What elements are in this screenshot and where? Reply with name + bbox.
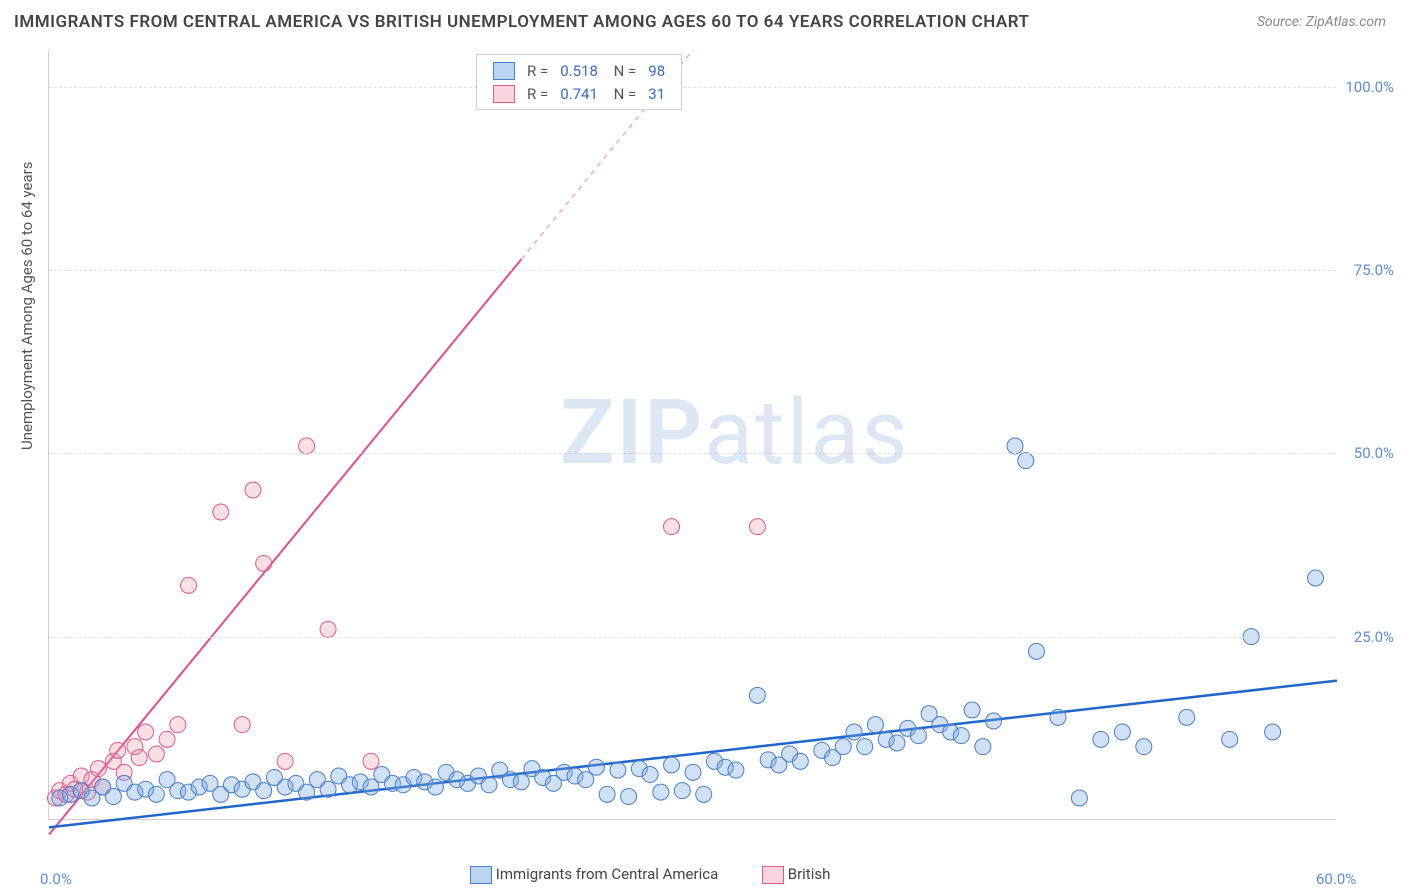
plot-area bbox=[48, 50, 1336, 820]
data-point bbox=[846, 724, 862, 740]
r-value-blue: 0.518 bbox=[554, 59, 604, 82]
source-label: Source: ZipAtlas.com bbox=[1257, 14, 1386, 30]
y-tick-label: 100.0% bbox=[1345, 78, 1394, 96]
r-value-pink: 0.741 bbox=[554, 82, 604, 105]
data-point bbox=[653, 784, 669, 800]
data-point bbox=[964, 702, 980, 718]
y-tick-label: 50.0% bbox=[1354, 444, 1394, 462]
r-label: R = bbox=[521, 59, 554, 82]
data-point bbox=[170, 717, 186, 733]
data-point bbox=[1007, 438, 1023, 454]
legend-row-pink: R = 0.741 N = 31 bbox=[487, 82, 671, 105]
gridline bbox=[49, 270, 1336, 271]
data-point bbox=[256, 783, 272, 799]
data-point bbox=[664, 757, 680, 773]
data-point bbox=[986, 713, 1002, 729]
data-point bbox=[749, 687, 765, 703]
data-point bbox=[975, 739, 991, 755]
data-point bbox=[621, 789, 637, 805]
data-point bbox=[696, 786, 712, 802]
data-point bbox=[1028, 643, 1044, 659]
data-point bbox=[599, 786, 615, 802]
n-value-pink: 31 bbox=[642, 82, 671, 105]
data-point bbox=[728, 762, 744, 778]
data-point bbox=[213, 504, 229, 520]
data-point bbox=[685, 764, 701, 780]
data-point bbox=[481, 777, 497, 793]
gridline bbox=[49, 453, 1336, 454]
data-point bbox=[889, 735, 905, 751]
data-point bbox=[90, 761, 106, 777]
data-point bbox=[256, 555, 272, 571]
data-point bbox=[1308, 570, 1324, 586]
data-point bbox=[1018, 453, 1034, 469]
data-point bbox=[234, 717, 250, 733]
data-point bbox=[835, 739, 851, 755]
legend-item-pink: British bbox=[762, 865, 830, 883]
data-point bbox=[910, 728, 926, 744]
x-tick-min: 0.0% bbox=[40, 870, 72, 888]
data-point bbox=[363, 779, 379, 795]
swatch-blue-icon bbox=[493, 62, 515, 80]
data-point bbox=[1265, 724, 1281, 740]
data-point bbox=[1136, 739, 1152, 755]
data-point bbox=[792, 753, 808, 769]
data-point bbox=[953, 728, 969, 744]
n-value-blue: 98 bbox=[642, 59, 671, 82]
data-point bbox=[1093, 731, 1109, 747]
data-point bbox=[1179, 709, 1195, 725]
data-point bbox=[513, 774, 529, 790]
n-label: N = bbox=[604, 59, 642, 82]
data-point bbox=[110, 742, 126, 758]
data-point bbox=[159, 731, 175, 747]
chart-title: IMMIGRANTS FROM CENTRAL AMERICA VS BRITI… bbox=[14, 12, 1029, 32]
chart-svg bbox=[49, 50, 1336, 819]
data-point bbox=[245, 482, 261, 498]
swatch-blue-icon bbox=[470, 866, 492, 884]
series-legend: Immigrants from Central America British bbox=[470, 865, 870, 884]
data-point bbox=[664, 519, 680, 535]
data-point bbox=[131, 750, 147, 766]
y-tick-label: 25.0% bbox=[1354, 628, 1394, 646]
data-point bbox=[1071, 790, 1087, 806]
data-point bbox=[181, 577, 197, 593]
legend-label-pink: British bbox=[788, 865, 831, 883]
data-point bbox=[148, 786, 164, 802]
data-point bbox=[320, 621, 336, 637]
legend-label-blue: Immigrants from Central America bbox=[496, 865, 719, 883]
data-point bbox=[1050, 709, 1066, 725]
data-point bbox=[1114, 724, 1130, 740]
data-point bbox=[1222, 731, 1238, 747]
data-point bbox=[299, 784, 315, 800]
data-point bbox=[105, 789, 121, 805]
data-point bbox=[749, 519, 765, 535]
data-point bbox=[610, 762, 626, 778]
gridline bbox=[49, 637, 1336, 638]
data-point bbox=[320, 781, 336, 797]
data-point bbox=[138, 724, 154, 740]
data-point bbox=[588, 759, 604, 775]
data-point bbox=[363, 753, 379, 769]
data-point bbox=[427, 779, 443, 795]
n-label: N = bbox=[604, 82, 642, 105]
swatch-pink-icon bbox=[762, 866, 784, 884]
x-tick-max: 60.0% bbox=[1316, 870, 1356, 888]
data-point bbox=[857, 739, 873, 755]
data-point bbox=[867, 717, 883, 733]
y-axis-label: Unemployment Among Ages 60 to 64 years bbox=[18, 162, 36, 450]
data-point bbox=[674, 783, 690, 799]
data-point bbox=[578, 772, 594, 788]
gridline bbox=[49, 87, 1336, 88]
swatch-pink-icon bbox=[493, 85, 515, 103]
correlation-legend: R = 0.518 N = 98 R = 0.741 N = 31 bbox=[476, 54, 682, 110]
data-point bbox=[299, 438, 315, 454]
legend-item-blue: Immigrants from Central America bbox=[470, 865, 722, 883]
data-point bbox=[642, 767, 658, 783]
legend-row-blue: R = 0.518 N = 98 bbox=[487, 59, 671, 82]
r-label: R = bbox=[521, 82, 554, 105]
data-point bbox=[148, 746, 164, 762]
data-point bbox=[277, 753, 293, 769]
y-tick-label: 75.0% bbox=[1354, 261, 1394, 279]
